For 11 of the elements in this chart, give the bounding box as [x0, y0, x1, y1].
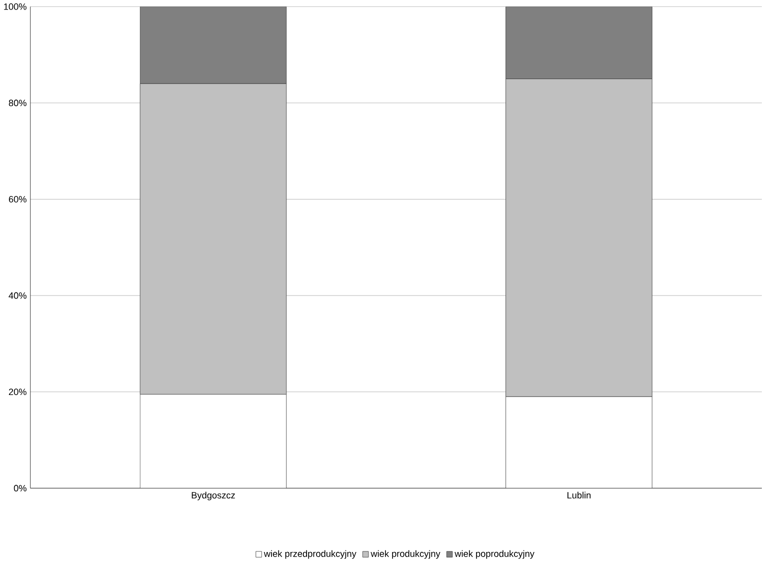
- legend-label: wiek poprodukcyjny: [454, 550, 534, 559]
- y-tick-label: 0%: [14, 484, 26, 492]
- y-tick-label: 100%: [4, 3, 26, 10]
- x-tick-label: Lublin: [567, 492, 591, 498]
- y-tick-label: 40%: [8, 292, 26, 299]
- legend-label: wiek produkcyjny: [370, 550, 440, 559]
- y-tick-label: 20%: [8, 388, 26, 395]
- x-tick-label: Bydgoszcz: [192, 492, 235, 500]
- y-tick-label: 60%: [8, 196, 26, 202]
- y-tick-label: 80%: [8, 99, 26, 106]
- legend-label: wiek przedprodukcyjny: [264, 550, 356, 559]
